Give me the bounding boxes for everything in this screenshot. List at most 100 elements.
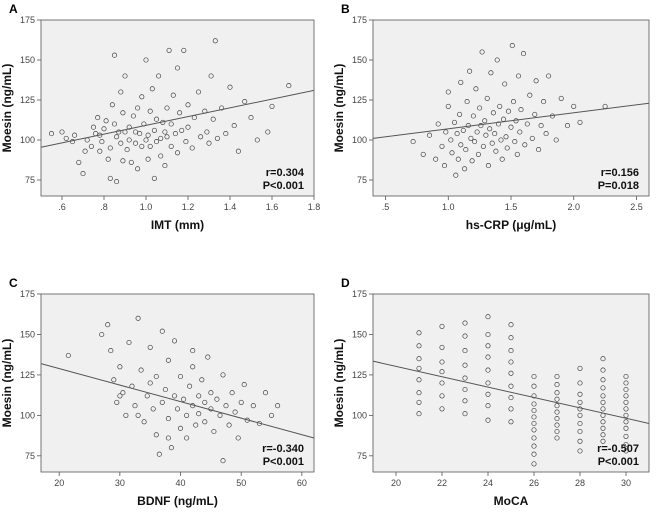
data-point <box>445 89 451 95</box>
data-point <box>600 406 606 412</box>
x-tick-label: .6 <box>58 202 66 212</box>
data-point <box>538 123 544 129</box>
data-point <box>531 373 537 380</box>
data-point <box>623 433 629 439</box>
x-tick-label: 30 <box>115 478 125 488</box>
data-point <box>554 390 560 396</box>
data-point <box>156 451 162 457</box>
data-point <box>485 331 491 338</box>
data-point <box>499 156 505 162</box>
y-tick-label: 125 <box>352 370 367 380</box>
x-tick-label: .8 <box>100 202 108 212</box>
data-point <box>210 116 216 122</box>
data-point <box>153 373 159 380</box>
data-point <box>439 344 445 350</box>
data-point <box>139 143 145 149</box>
data-point <box>467 68 473 74</box>
data-point <box>162 163 168 169</box>
data-point <box>177 110 183 116</box>
data-point <box>554 435 560 441</box>
data-point <box>156 73 162 79</box>
data-point <box>458 142 464 148</box>
data-point <box>80 171 86 177</box>
data-point <box>536 147 542 153</box>
data-point <box>117 364 123 370</box>
data-point <box>217 412 223 418</box>
data-point <box>145 132 151 138</box>
data-point <box>508 359 514 365</box>
data-point <box>164 105 170 111</box>
data-point <box>120 158 126 164</box>
data-point <box>171 338 178 344</box>
data-point <box>138 367 144 373</box>
data-point <box>439 369 445 375</box>
data-point <box>483 132 489 138</box>
data-point <box>132 140 139 146</box>
data-point <box>118 140 124 146</box>
data-point <box>554 382 560 388</box>
data-point <box>577 119 583 125</box>
data-point <box>458 79 464 85</box>
data-point <box>541 99 547 105</box>
data-point <box>254 137 260 143</box>
data-point <box>120 390 126 396</box>
p-value-label: P<0.001 <box>263 180 304 192</box>
data-point <box>477 105 483 111</box>
data-point <box>623 425 629 431</box>
data-point <box>196 393 202 399</box>
data-point <box>485 367 491 373</box>
data-point <box>220 372 226 378</box>
data-point <box>158 153 164 159</box>
data-point <box>554 373 560 380</box>
x-tick-label: 1.2 <box>182 202 195 212</box>
data-point <box>546 73 552 79</box>
data-point <box>457 111 463 117</box>
data-point <box>226 422 232 428</box>
data-point <box>508 348 514 354</box>
data-point <box>185 124 191 130</box>
data-point <box>132 403 138 409</box>
fit-line-a <box>40 89 315 148</box>
data-point <box>174 406 181 412</box>
data-point <box>553 137 559 143</box>
data-point <box>117 393 123 399</box>
data-point <box>159 399 165 405</box>
data-point <box>232 409 238 415</box>
fit-line-d <box>372 360 650 424</box>
y-tick-label: 150 <box>20 329 35 339</box>
data-point <box>515 73 522 79</box>
x-axis-title-a: IMT (mm) <box>151 218 204 232</box>
data-point <box>126 137 132 143</box>
data-point <box>554 403 560 409</box>
y-tick-label: 125 <box>20 370 35 380</box>
data-point <box>464 99 470 105</box>
data-point <box>190 364 196 370</box>
data-point <box>543 131 549 137</box>
data-point <box>286 83 292 89</box>
data-point <box>451 119 458 125</box>
data-point <box>462 362 468 368</box>
data-point <box>475 151 481 157</box>
x-tick-label: 26 <box>529 478 539 488</box>
panel-letter-b: B <box>341 2 350 16</box>
data-point <box>554 422 560 428</box>
data-point <box>99 139 105 145</box>
data-point <box>114 399 120 405</box>
y-tick-label: 175 <box>352 15 367 25</box>
data-point <box>600 425 606 431</box>
y-axis-title-d: Moesin (ng/mL) <box>332 339 346 428</box>
data-point <box>623 386 629 393</box>
y-tick-label: 150 <box>352 55 367 65</box>
data-point <box>184 412 190 418</box>
data-point <box>554 396 560 402</box>
x-tick-label: 1.8 <box>308 202 321 212</box>
data-point <box>426 132 433 138</box>
data-point <box>48 131 55 137</box>
data-point <box>147 143 153 149</box>
plot-area-c <box>40 293 315 473</box>
y-tick-label: 75 <box>25 451 35 461</box>
data-point <box>462 320 468 326</box>
data-point <box>208 390 214 396</box>
data-point <box>181 396 187 402</box>
data-point <box>554 409 560 415</box>
